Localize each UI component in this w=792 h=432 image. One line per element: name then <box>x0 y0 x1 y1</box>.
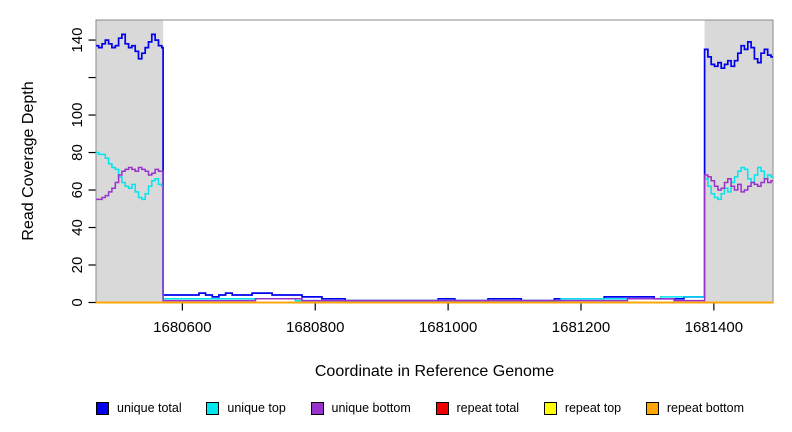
series-unique-total <box>96 33 773 302</box>
x-tick-label: 1680800 <box>286 319 344 336</box>
legend-swatch-unique-bottom <box>310 401 324 415</box>
legend-item-unique-total: unique total <box>96 401 182 415</box>
legend-item-repeat-top: repeat top <box>543 401 622 415</box>
legend-label: unique top <box>227 401 286 415</box>
legend-swatch-unique-top <box>206 401 220 415</box>
plot-border <box>95 19 774 304</box>
y-tick-label: 40 <box>69 219 86 236</box>
x-tick-label: 1681000 <box>419 319 477 336</box>
legend: unique total unique top unique bottom repea… <box>96 399 744 417</box>
x-axis-title: Coordinate in Reference Genome <box>314 363 555 380</box>
legend-label: repeat total <box>456 401 520 415</box>
legend-swatch-unique-total <box>96 401 109 415</box>
legend-swatch-repeat-bottom <box>645 401 659 415</box>
shaded-region <box>96 20 164 303</box>
y-tick-label: 0 <box>69 298 86 306</box>
y-tick-label: 100 <box>69 103 86 128</box>
x-tick-label: 1680600 <box>153 319 211 336</box>
y-tick-label: 80 <box>69 144 86 161</box>
series-unique-top <box>96 151 773 302</box>
series-unique-bottom <box>96 166 773 302</box>
legend-item-repeat-total: repeat total <box>435 401 520 415</box>
legend-label: repeat bottom <box>666 401 744 415</box>
legend-label: unique total <box>117 401 182 415</box>
y-tick-label: 140 <box>69 28 86 53</box>
shaded-region <box>704 20 773 303</box>
x-tick-label: 1681200 <box>552 319 610 336</box>
y-tick-label: 20 <box>69 257 86 274</box>
y-tick-label: 60 <box>69 182 86 199</box>
legend-item-unique-top: unique top <box>206 401 286 415</box>
x-tick-label: 1681400 <box>685 319 743 336</box>
legend-swatch-repeat-total <box>435 401 449 415</box>
legend-label: unique bottom <box>331 401 411 415</box>
legend-item-repeat-bottom: repeat bottom <box>645 401 744 415</box>
legend-swatch-repeat-top <box>543 401 557 415</box>
y-axis-title: Read Coverage Depth <box>20 81 37 241</box>
legend-label: repeat top <box>564 401 622 415</box>
legend-item-unique-bottom: unique bottom <box>310 401 411 415</box>
